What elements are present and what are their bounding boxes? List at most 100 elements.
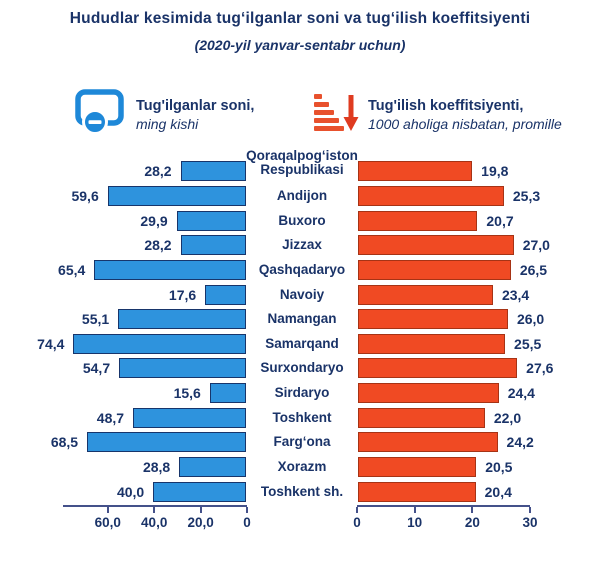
births-value-label: 68,5 (50, 434, 79, 451)
births-bar (73, 333, 246, 354)
category-label: Surxondaryo (260, 360, 344, 376)
category-label: Jizzax (282, 237, 322, 253)
category-zone: Navoiy (246, 282, 358, 307)
category-label: Qoraqalpogʻiston Respublikasi (246, 148, 358, 178)
legend-births-title: Tug'ilganlar soni, (136, 97, 255, 114)
legend-birth-rate: Tug'ilish koeffitsiyenti, 1000 aholiga n… (312, 88, 562, 141)
legend-births: Tug'ilganlar soni, ming kishi (74, 88, 254, 141)
decreasing-bars-down-arrow-icon (312, 88, 360, 141)
legend-births-subtitle: ming kishi (136, 115, 199, 132)
births-value-label: 40,0 (116, 483, 145, 500)
births-bar (119, 358, 246, 379)
births-bar (205, 284, 246, 305)
category-label: Namangan (267, 311, 337, 327)
birth-rate-zone: 24,2 (358, 430, 600, 455)
birth-rate-bar (358, 383, 499, 404)
category-zone: Surxondaryo (246, 356, 358, 381)
birth-rate-value-label: 26,5 (519, 261, 548, 278)
birth-rate-bar (358, 333, 506, 354)
axis-tick-label: 20 (464, 515, 480, 530)
tornado-chart: 28,2 Qoraqalpogʻiston Respublikasi 19,8 59,… (0, 149, 600, 504)
births-zone: 28,2 (0, 159, 246, 184)
births-value-label: 59,6 (71, 187, 99, 204)
category-label: Navoiy (279, 286, 325, 302)
births-zone: 48,7 (0, 405, 246, 430)
birth-rate-bar (358, 235, 514, 256)
births-zone: 17,6 (0, 282, 246, 307)
birth-rate-value-label: 27,6 (526, 360, 554, 377)
axis-tick-label: 20,0 (187, 515, 214, 530)
births-value-label: 65,4 (58, 261, 86, 278)
category-zone: Namangan (246, 307, 358, 332)
births-zone: 74,4 (0, 331, 246, 356)
axis-tick (471, 507, 474, 513)
births-zone: 55,1 (0, 307, 246, 332)
birth-rate-value-label: 26,0 (516, 311, 545, 328)
chart-row: 65,4 Qashqadaryo 26,5 (0, 258, 600, 283)
axis-tick (153, 507, 156, 513)
screen-minus-icon (74, 88, 124, 141)
birth-rate-value-label: 20,7 (486, 212, 514, 229)
births-value-label: 28,8 (142, 459, 171, 475)
birth-rate-value-label: 24,4 (507, 385, 535, 402)
axis-tick-label: 0 (243, 515, 251, 530)
category-zone: Samarqand (246, 331, 358, 356)
axis-tick (106, 507, 109, 513)
birth-rate-bar (358, 309, 508, 330)
births-bar (118, 309, 246, 330)
axis-tick-label: 10 (407, 515, 423, 530)
chart-row: 40,0 Toshkent sh. 20,4 (0, 479, 600, 504)
birth-rate-bar (358, 161, 473, 182)
birth-rate-value-label: 27,0 (522, 237, 550, 254)
category-label: Buxoro (278, 212, 326, 228)
category-label: Xorazm (277, 459, 327, 474)
birth-rate-zone: 27,6 (358, 356, 600, 381)
births-bar (176, 210, 246, 231)
birth-rate-bar (358, 259, 511, 280)
births-zone: 15,6 (0, 381, 246, 406)
birth-rate-zone: 26,0 (358, 307, 600, 332)
chart-row: 15,6 Sirdaryo 24,4 (0, 381, 600, 406)
birth-rate-bar (358, 185, 504, 206)
birth-rate-value-label: 23,4 (501, 286, 530, 303)
category-zone: Jizzax (246, 233, 358, 258)
birth-rate-zone: 19,8 (358, 159, 600, 184)
births-value-label: 15,6 (173, 385, 201, 402)
births-bar (107, 185, 246, 206)
birth-rate-value-label: 24,2 (506, 434, 534, 451)
category-zone: Andijon (246, 184, 358, 209)
category-label: Toshkent (272, 409, 332, 425)
legend-birth-rate-title: Tug'ilish koeffitsiyenti, (368, 97, 524, 114)
chart-row: 55,1 Namangan 26,0 (0, 307, 600, 332)
births-zone: 65,4 (0, 258, 246, 283)
births-bar (153, 481, 246, 502)
births-value-label: 17,6 (168, 286, 197, 303)
births-zone: 28,8 (0, 455, 246, 480)
births-value-label: 28,2 (144, 237, 172, 254)
category-zone: Buxoro (246, 208, 358, 233)
axis-tick-label: 30 (522, 515, 538, 530)
births-bar (179, 457, 246, 477)
axis-tick (246, 507, 248, 513)
births-bar (209, 383, 246, 404)
births-bar (87, 432, 246, 453)
birth-rate-zone: 26,5 (358, 258, 600, 283)
birth-rate-zone: 20,4 (358, 479, 600, 504)
legend-birth-rate-subtitle: 1000 aholiga nisbatan, promille (368, 115, 562, 132)
births-zone: 40,0 (0, 479, 246, 504)
category-zone: Fargʻona (246, 430, 358, 455)
birth-rate-axis: 0 10 20 30 (353, 505, 538, 530)
births-bar (133, 407, 246, 428)
birth-rate-bar (358, 358, 518, 379)
category-label: Toshkent sh. (260, 483, 344, 499)
birth-rate-zone: 24,4 (358, 381, 600, 406)
chart-title: Hududlar kesimida tugʻilganlar soni va t… (69, 10, 531, 27)
birth-rate-bar (358, 407, 485, 428)
birth-rate-zone: 25,5 (358, 331, 600, 356)
chart-row: 59,6 Andijon 25,3 (0, 184, 600, 209)
birth-rate-value-label: 25,5 (514, 335, 542, 352)
chart-row: 54,7 Surxondaryo 27,6 (0, 356, 600, 381)
category-label: Samarqand (265, 335, 339, 351)
chart-row: 17,6 Navoiy 23,4 (0, 282, 600, 307)
